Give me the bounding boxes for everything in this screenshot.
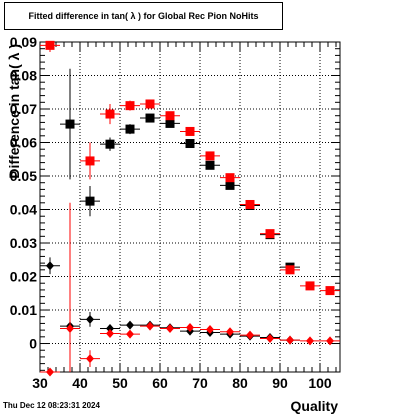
y-tick-label: 0.09 [10, 34, 37, 50]
data-point-diamond [106, 323, 114, 333]
y-tick-label: 0.08 [10, 68, 37, 84]
data-point-diamond [146, 321, 154, 331]
data-point-square [325, 286, 335, 296]
data-point-square [145, 113, 155, 123]
chart-title: Fitted difference in tan( λ ) for Global… [28, 11, 259, 21]
data-point-square [105, 109, 115, 119]
y-tick-label: 0.06 [10, 135, 37, 151]
data-point-square [165, 111, 175, 121]
data-point-square [185, 126, 195, 136]
y-axis-title: Difference in tan( λ ) [6, 44, 22, 179]
data-point-square [85, 156, 95, 166]
data-point-square [125, 124, 135, 134]
data-series [40, 40, 340, 296]
data-point-square [125, 101, 135, 111]
data-point-diamond [126, 320, 134, 330]
x-tick-label: 30 [32, 375, 48, 391]
data-point-square [205, 160, 215, 170]
x-tick-label: 60 [152, 375, 168, 391]
x-tick-label: 70 [192, 375, 208, 391]
data-point-square [245, 199, 255, 209]
x-tick-label: 100 [308, 375, 332, 391]
x-tick-label: 90 [272, 375, 288, 391]
data-point-diamond [286, 335, 294, 345]
data-point-diamond [306, 336, 314, 346]
data-point-square [85, 196, 95, 206]
x-axis-title: Quality [291, 398, 339, 414]
data-point-square [185, 139, 195, 149]
data-point-square [225, 180, 235, 190]
x-tick-label: 40 [72, 375, 88, 391]
y-tick-label: 0.02 [10, 269, 37, 285]
data-point-square [265, 229, 275, 239]
data-series [40, 202, 340, 377]
y-tick-label: 0.07 [10, 101, 37, 117]
timestamp: Thu Dec 12 08:23:31 2024 [3, 401, 100, 410]
plot-frame [39, 41, 341, 373]
data-point-diamond [326, 336, 334, 346]
chart-title-box: Fitted difference in tan( λ ) for Global… [4, 2, 283, 30]
data-point-diamond [186, 322, 194, 332]
data-point-square [225, 173, 235, 183]
data-point-square [65, 119, 75, 129]
data-point-square [305, 281, 315, 291]
data-point-square [165, 118, 175, 128]
data-point-diamond [226, 327, 234, 337]
y-tick-label: 0.05 [10, 168, 37, 184]
x-tick-label: 80 [232, 375, 248, 391]
y-tick-label: 0.04 [10, 202, 37, 218]
x-tick-label: 50 [112, 375, 128, 391]
data-point-diamond [46, 261, 54, 271]
y-tick-label: 0 [29, 336, 37, 352]
data-point-square [45, 40, 55, 50]
data-point-square [145, 99, 155, 109]
data-point-diamond [106, 328, 114, 338]
data-point-diamond [46, 367, 54, 377]
data-point-diamond [126, 329, 134, 339]
data-series [60, 68, 300, 272]
data-point-square [285, 265, 295, 275]
data-point-diamond [86, 354, 94, 364]
data-point-diamond [166, 323, 174, 333]
data-point-diamond [86, 314, 94, 324]
y-tick-label: 0.01 [10, 302, 37, 318]
data-point-square [205, 151, 215, 161]
data-point-diamond [266, 333, 274, 343]
data-point-diamond [246, 330, 254, 340]
data-point-square [105, 139, 115, 149]
data-point-diamond [206, 324, 214, 334]
data-point-diamond [66, 323, 74, 333]
y-tick-label: 0.03 [10, 235, 37, 251]
